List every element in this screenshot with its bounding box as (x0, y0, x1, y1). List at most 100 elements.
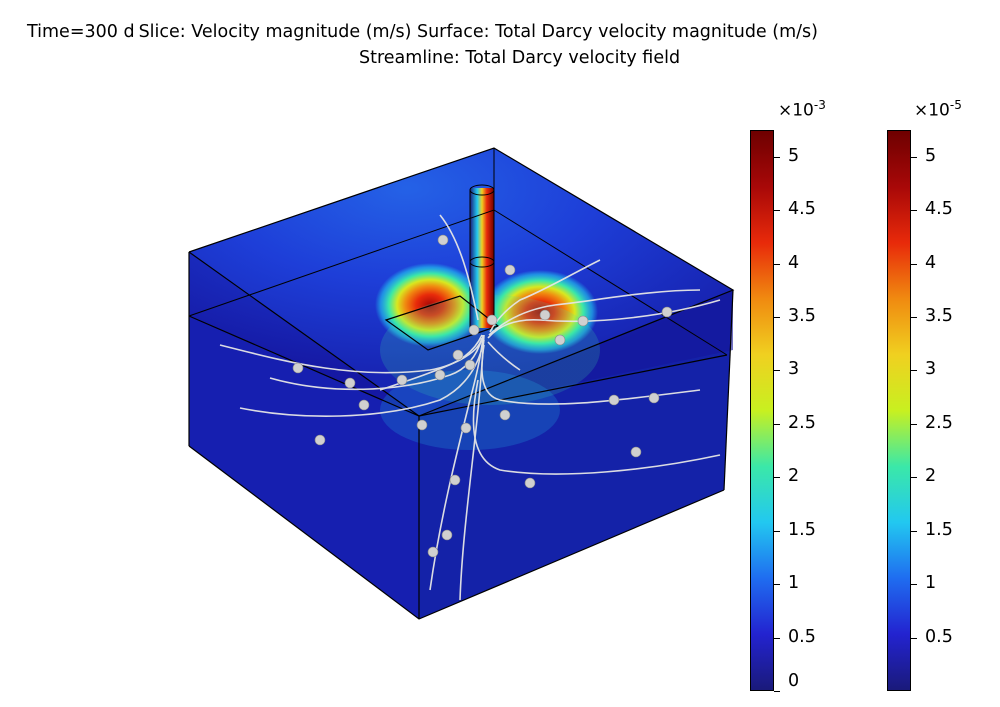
streamline-arrow (524, 477, 536, 489)
colorbar-1 (750, 130, 774, 691)
streamline-arrow (486, 314, 498, 326)
domain-right-face (419, 290, 733, 619)
streamline-arrow (396, 374, 408, 386)
streamline (487, 299, 721, 339)
streamline-arrow (427, 546, 439, 558)
streamline-arrow (441, 529, 453, 541)
colorbar-2-tick-label: 0.5 (925, 626, 953, 647)
colorbar-1-tick (774, 370, 780, 372)
colorbar-2-tick-label: 4.5 (925, 199, 953, 220)
colorbar-2-tick (911, 423, 917, 425)
streamline-arrow (460, 422, 472, 434)
colorbar-2-tick-label: 4 (925, 252, 937, 273)
streamline-arrows (292, 234, 673, 558)
colorbar-2-tick (911, 477, 917, 479)
colorbar-1-multiplier-base: ×10 (778, 100, 814, 121)
streamline (269, 337, 483, 391)
colorbar-2-exponent: -5 (949, 98, 962, 112)
colorbar-2-tick-label: 2.5 (925, 412, 953, 433)
colorbar-2-tick (911, 637, 917, 639)
colorbar-2-tick-label: 1 (925, 573, 937, 594)
colorbar-1-tick-label: 1 (788, 573, 800, 594)
streamline (429, 334, 484, 591)
colorbar-1-tick (774, 263, 780, 265)
colorbar-1-multiplier: ×10-3 (778, 98, 826, 121)
velocity-hotspot-right (482, 270, 598, 354)
colorbar-1-tick-label: 2.5 (788, 412, 816, 433)
streamline (481, 344, 701, 405)
colorbar-1-tick-label: 2 (788, 466, 800, 487)
colorbar-1-tick (774, 423, 780, 425)
domain-left-face (189, 252, 419, 619)
streamline-arrow (358, 399, 370, 411)
streamline (488, 289, 701, 336)
streamline-arrow (449, 474, 461, 486)
plot-title-line-2: Streamline: Total Darcy velocity field (359, 48, 681, 68)
colorbar-2-tick-label: 3.5 (925, 306, 953, 326)
colorbar-1-tick (774, 691, 780, 692)
colorbar-2-tick (911, 317, 917, 318)
streamline-arrow (630, 446, 642, 458)
colorbar-2-multiplier-base: ×10 (914, 100, 950, 121)
colorbar-2-tick (911, 370, 917, 372)
colorbar-1-tick-label: 3.5 (788, 306, 816, 326)
streamline-arrow (577, 315, 589, 327)
colorbar-1-tick (774, 477, 780, 479)
streamline-arrow (504, 264, 516, 276)
colorbar-1-tick-label: 5 (788, 145, 800, 166)
colorbar-1-tick-label: 4.5 (788, 199, 816, 220)
streamlines (219, 214, 721, 601)
colorbar-2-tick (911, 263, 917, 265)
colorbar-1-exponent: -3 (813, 98, 826, 112)
streamline-arrow (452, 349, 464, 361)
streamline-arrow (499, 409, 511, 421)
streamline (439, 214, 479, 321)
velocity-glow-lower (380, 370, 560, 450)
title-slice-surface: Slice: Velocity magnitude (m/s) Surface:… (138, 22, 818, 42)
colorbar-2-tick (911, 156, 917, 158)
colorbar-2-tick-label: 5 (925, 145, 937, 166)
velocity-glow-center (380, 295, 600, 405)
colorbar-1-tick-label: 1.5 (788, 519, 816, 540)
domain-edges-bottom (188, 445, 725, 620)
streamline-arrow (608, 394, 620, 406)
streamline (472, 379, 721, 475)
colorbar-1-tick (774, 637, 780, 639)
streamline-arrow (437, 234, 449, 246)
colorbar-2-tick (911, 210, 917, 212)
streamline-arrow (344, 377, 356, 389)
streamline-arrow (539, 309, 551, 321)
colorbar-1-tick-label: 0 (788, 671, 800, 691)
colorbar-1-tick (774, 530, 780, 532)
colorbar-2-tick (911, 584, 917, 586)
streamline-arrow (661, 306, 673, 318)
colorbar-2 (887, 130, 911, 691)
colorbar-2-multiplier: ×10-5 (914, 98, 962, 121)
well-square-outline (384, 295, 500, 351)
colorbar-1-tick (774, 156, 780, 158)
streamline (487, 341, 521, 371)
colorbar-2-tick-label: 1.5 (925, 519, 953, 540)
title-time: Time=300 d (27, 22, 135, 42)
colorbar-1-tick-label: 0.5 (788, 626, 816, 647)
streamline-arrow (468, 324, 480, 336)
colorbar-1-tick (774, 317, 780, 318)
colorbar-2-tick-label: 2 (925, 466, 937, 487)
colorbar-1-tick (774, 210, 780, 212)
colorbar-1-tick (774, 584, 780, 586)
colorbar-1-tick-label: 4 (788, 252, 800, 273)
plot-title-line-1: Time=300 d Slice: Velocity magnitude (m/s… (27, 22, 818, 42)
streamline-arrow (314, 434, 326, 446)
streamline-arrow (434, 369, 446, 381)
colorbar-1-tick-label: 3 (788, 359, 800, 380)
domain-edge-right-vertical (723, 289, 734, 491)
streamline-arrow (648, 392, 660, 404)
colorbar-2-tick (911, 530, 917, 532)
streamline-arrow (292, 362, 304, 374)
streamline-arrow (416, 419, 428, 431)
streamline-arrow (554, 334, 566, 346)
streamline (219, 334, 483, 374)
streamline-arrow (464, 359, 476, 371)
colorbar-2-tick-label: 3 (925, 359, 937, 380)
